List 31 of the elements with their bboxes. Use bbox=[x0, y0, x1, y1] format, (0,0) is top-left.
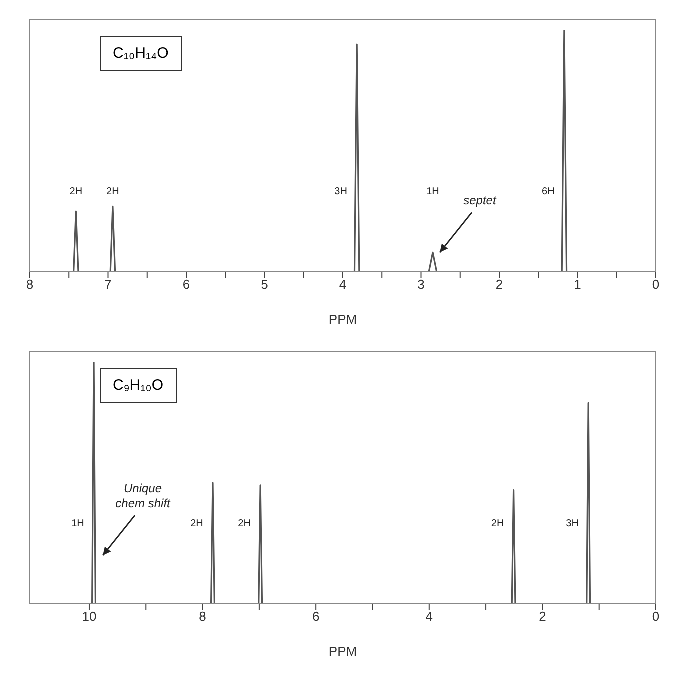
x-tick-label: 3 bbox=[418, 277, 425, 292]
annotation: 2H bbox=[106, 186, 120, 198]
annotation: 2H bbox=[70, 186, 83, 198]
x-tick-label: 2 bbox=[539, 609, 546, 624]
annotation: 3H bbox=[566, 518, 579, 530]
x-tick-label: 1 bbox=[574, 277, 582, 292]
annotation: 2H bbox=[238, 518, 251, 530]
annotation: 2H bbox=[190, 518, 204, 530]
x-tick-label: 0 bbox=[652, 277, 660, 292]
x-tick-label: 4 bbox=[339, 277, 347, 292]
x-tick-label: 8 bbox=[26, 277, 34, 292]
annotation: 1H bbox=[426, 186, 440, 198]
text: C₉H₁₀O bbox=[100, 368, 177, 403]
x-tick-label: 6 bbox=[312, 609, 320, 624]
x-tick-label: 5 bbox=[261, 277, 268, 292]
x-axis-title: PPM bbox=[328, 312, 358, 327]
x-tick-label: 8 bbox=[199, 609, 206, 624]
x-tick-label: 4 bbox=[426, 609, 434, 624]
text: C₁₀H₁₄O bbox=[100, 36, 182, 71]
x-tick-label: 7 bbox=[104, 277, 112, 292]
annotation: 2H bbox=[491, 518, 504, 530]
annotation: septet bbox=[464, 194, 497, 208]
x-tick-label: 6 bbox=[182, 277, 190, 292]
annotation: 3H bbox=[334, 186, 348, 198]
annotation: 1H bbox=[72, 518, 84, 530]
annotation: Unique chem shift bbox=[116, 482, 172, 511]
x-tick-label: 0 bbox=[652, 609, 660, 624]
x-tick-label: 2 bbox=[496, 277, 504, 292]
x-axis-title: PPM bbox=[328, 644, 358, 659]
x-tick-label: 10 bbox=[82, 609, 97, 624]
annotation: 6H bbox=[542, 186, 555, 198]
